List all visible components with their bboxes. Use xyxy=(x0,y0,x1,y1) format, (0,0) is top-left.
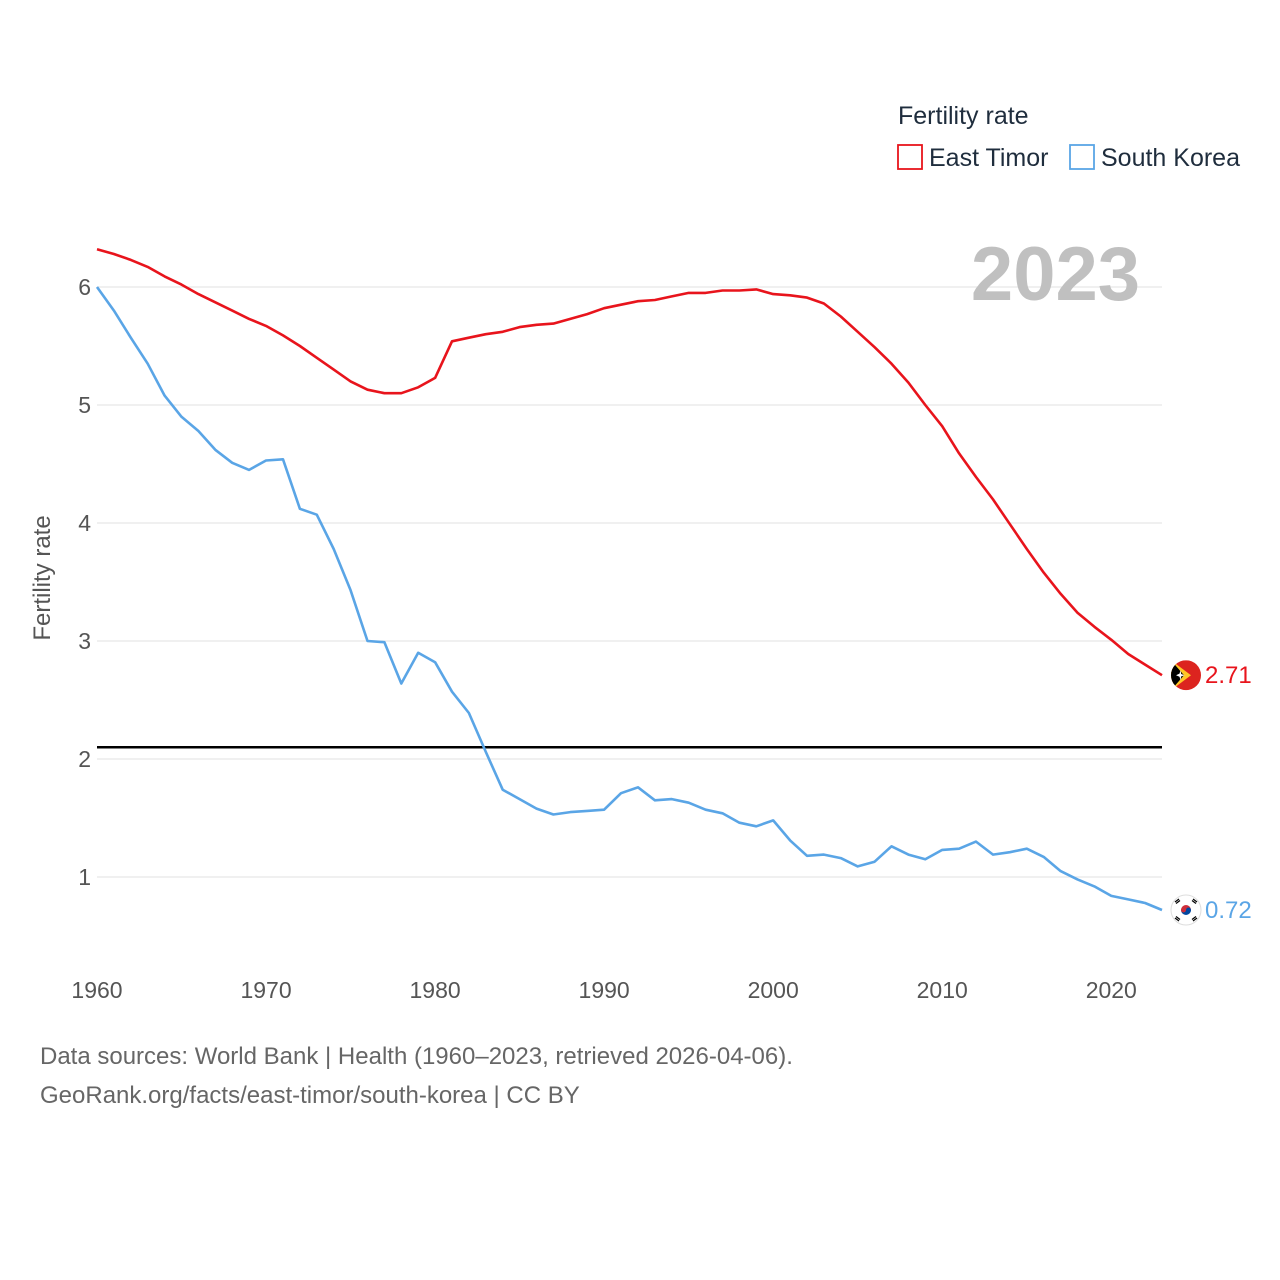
x-tick-label-2000: 2000 xyxy=(748,977,799,1003)
y-axis-title: Fertility rate xyxy=(29,515,56,640)
x-tick-label-1990: 1990 xyxy=(579,977,630,1003)
y-axis-ticks: 1 2 3 4 5 6 xyxy=(78,274,91,890)
x-tick-label-2020: 2020 xyxy=(1086,977,1137,1003)
gridlines xyxy=(97,286,1162,878)
south-korea-end-value: 0.72 xyxy=(1205,897,1252,924)
east-timor-end-value: 2.71 xyxy=(1205,662,1252,689)
legend-swatch-south-korea xyxy=(1069,144,1095,170)
series-line-south-korea xyxy=(95,286,1163,912)
legend-label-south-korea: South Korea xyxy=(1101,144,1240,172)
year-label: 2023 xyxy=(971,232,1140,317)
legend-title: Fertility rate xyxy=(898,102,1029,130)
y-tick-label-4: 4 xyxy=(78,510,91,536)
y-tick-label-5: 5 xyxy=(78,392,91,418)
y-tick-label-2: 2 xyxy=(78,746,91,772)
y-tick-label-3: 3 xyxy=(78,628,91,654)
legend: Fertility rate East Timor South Korea xyxy=(897,102,1240,172)
legend-swatch-east-timor xyxy=(897,144,923,170)
fertility-rate-line-chart: 1 2 3 4 5 6 1960 1970 1980 1990 2000 2010 2020 Fert… xyxy=(29,102,1252,1003)
east-timor-flag-icon xyxy=(1171,660,1201,691)
x-axis-ticks: 1960 1970 1980 1990 2000 2010 2020 xyxy=(71,977,1136,1003)
source-url-text[interactable]: GeoRank.org/facts/east-timor/south-korea… xyxy=(40,1082,580,1109)
series-line-east-timor xyxy=(96,247,1163,677)
south-korea-flag-icon xyxy=(1170,894,1202,926)
series-lines xyxy=(95,247,1163,912)
data-source-text: Data sources: World Bank | Health (1960–… xyxy=(40,1043,793,1070)
x-tick-label-1960: 1960 xyxy=(71,977,122,1003)
legend-label-east-timor: East Timor xyxy=(929,144,1048,172)
x-tick-label-1980: 1980 xyxy=(410,977,461,1003)
y-tick-label-6: 6 xyxy=(78,274,91,300)
x-tick-label-2010: 2010 xyxy=(917,977,968,1003)
y-tick-label-1: 1 xyxy=(78,864,91,890)
x-tick-label-1970: 1970 xyxy=(240,977,291,1003)
